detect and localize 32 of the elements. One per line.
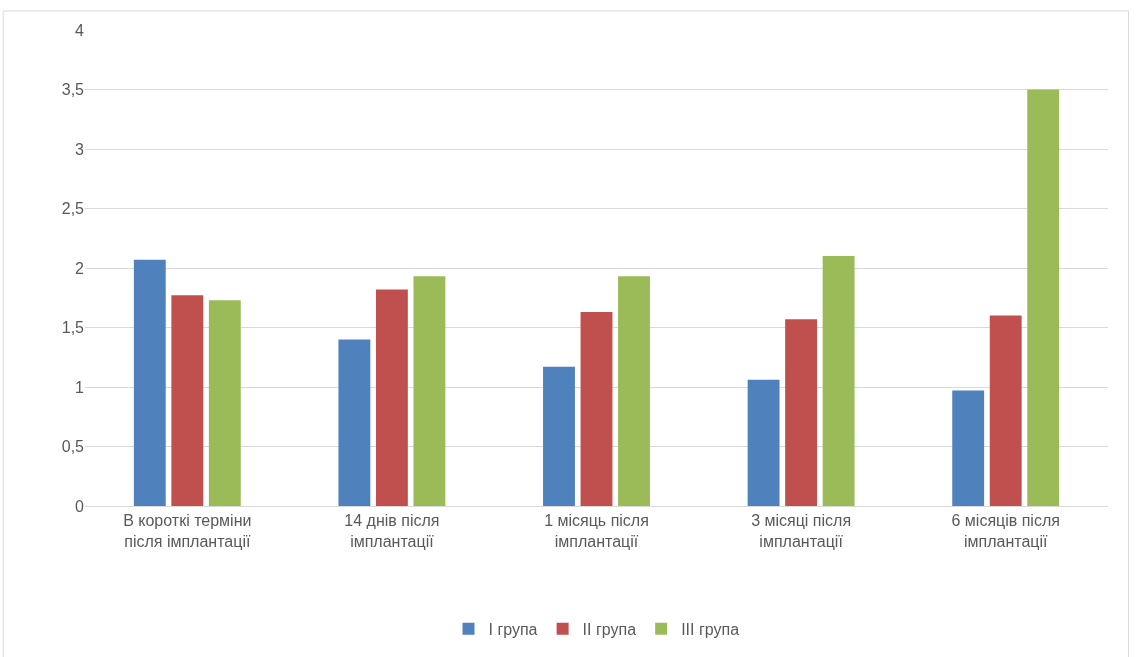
- y-tick-label: 3: [75, 140, 85, 158]
- legend-label: II група: [582, 621, 637, 639]
- bar: [747, 379, 780, 506]
- y-tick-label: 0: [75, 497, 85, 515]
- y-tick-label: 2: [75, 259, 85, 277]
- bar: [375, 289, 408, 506]
- legend-label: I група: [488, 621, 538, 639]
- y-tick-label: 1,5: [61, 319, 85, 337]
- x-tick-label: 1 місяць після імплантації: [544, 512, 649, 550]
- y-tick-label: 2,5: [61, 200, 85, 218]
- x-tick-label: 3 місяці після імплантації: [751, 512, 852, 550]
- bar: [171, 295, 204, 506]
- bar: [543, 366, 575, 506]
- y-tick-label: 3,5: [61, 81, 85, 99]
- bar: [1027, 89, 1060, 506]
- bar: [208, 300, 241, 506]
- bar: [952, 390, 985, 506]
- x-tick-label: 14 днів після імплантації: [344, 512, 440, 550]
- x-tick-label: 6 місяців після імплантації: [951, 512, 1060, 550]
- y-tick-label: 4: [75, 21, 85, 39]
- bar: [580, 312, 613, 506]
- bar: [822, 256, 855, 506]
- bar: [618, 276, 650, 506]
- y-tick-label: 0,5: [61, 438, 85, 456]
- bar: [989, 315, 1022, 506]
- x-tick-label: В короткі терміни після імплантації: [123, 512, 252, 550]
- bar: [785, 319, 818, 506]
- legend-label: III група: [681, 621, 740, 639]
- y-tick-label: 1: [75, 378, 85, 396]
- bar: [338, 339, 371, 506]
- bar: [413, 276, 446, 506]
- bar: [133, 259, 166, 506]
